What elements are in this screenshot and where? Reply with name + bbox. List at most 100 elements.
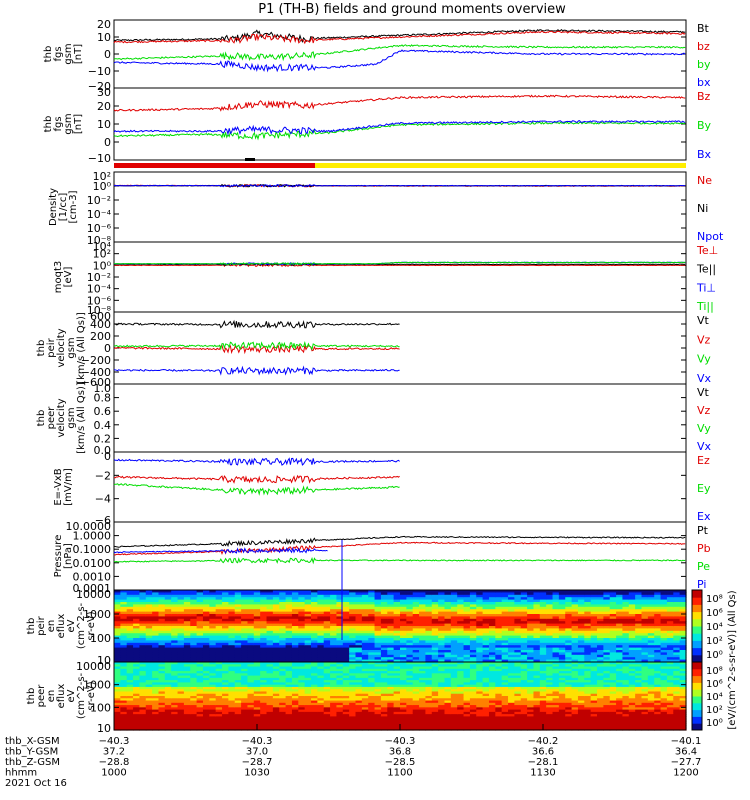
spectrogram-cell: [501, 606, 509, 610]
spectrogram-cell: [361, 630, 369, 634]
spectrogram-cell: [419, 638, 427, 641]
spectrogram-cell: [272, 614, 280, 617]
spectrogram-cell: [202, 682, 210, 686]
spectrogram-cell: [469, 638, 477, 641]
spectrogram-cell: [209, 594, 217, 598]
spectrogram-cell: [247, 725, 255, 729]
spectrogram-cell: [400, 657, 407, 661]
spectrogram-cell: [164, 652, 172, 656]
spectrogram-cell: [444, 618, 452, 622]
spectrogram-cell: [571, 650, 579, 653]
spectrogram-cell: [450, 666, 458, 670]
spectrogram-cell: [438, 723, 446, 727]
spectrogram-cell: [419, 642, 427, 646]
spectrogram-cell: [393, 626, 401, 629]
legend-entry: Vz: [697, 333, 711, 346]
spectrogram-cell: [222, 594, 229, 598]
spectrogram-cell: [527, 696, 535, 699]
spectrogram-cell: [463, 686, 471, 690]
spectrogram-cell: [457, 673, 465, 677]
spectrogram-cell: [368, 716, 376, 720]
spectrogram-cell: [374, 640, 382, 644]
spectrogram-cell: [368, 680, 376, 683]
spectrogram-cell: [457, 705, 465, 708]
spectrogram-cell: [565, 592, 573, 596]
spectrogram-cell: [336, 714, 344, 717]
spectrogram-cell: [272, 698, 280, 702]
spectrogram-cell: [355, 702, 363, 706]
spectrogram-cell: [463, 696, 471, 699]
spectrogram-cell: [317, 696, 325, 699]
spectrogram-cell: [368, 650, 376, 653]
spectrogram-cell: [349, 693, 357, 697]
spectrogram-cell: [355, 630, 363, 634]
spectrogram-cell: [603, 638, 611, 641]
spectrogram-cell: [679, 616, 687, 620]
spectrogram-cell: [616, 652, 624, 656]
spectrogram-cell: [374, 633, 382, 637]
spectrogram-cell: [380, 684, 388, 688]
spectrogram-cell: [641, 659, 649, 663]
spectrogram-cell: [450, 705, 458, 708]
spectrogram-cell: [635, 590, 643, 593]
spectrogram-cell: [527, 642, 535, 646]
spectrogram-cell: [387, 673, 395, 677]
spectrogram-cell: [482, 689, 490, 693]
spectrogram-cell: [514, 609, 522, 613]
spectrogram-cell: [482, 626, 490, 629]
spectrogram-cell: [584, 597, 592, 601]
spectrogram-cell: [272, 716, 280, 720]
spectrogram-cell: [183, 671, 191, 674]
spectrogram-cell: [488, 677, 496, 681]
spectrogram-cell: [450, 677, 458, 681]
spectrogram-cell: [495, 654, 503, 658]
spectrogram-cell: [183, 700, 191, 704]
spectrogram-cell: [247, 707, 255, 711]
spectrogram-cell: [520, 727, 528, 731]
spectrogram-cell: [323, 700, 331, 704]
spectrogram-cell: [126, 642, 134, 646]
spectrogram-cell: [304, 628, 312, 632]
y-tick-label: 0.8: [94, 392, 112, 405]
spectrogram-cell: [171, 707, 179, 711]
spectrogram-cell: [349, 638, 357, 641]
spectrogram-cell: [266, 671, 274, 674]
spectrogram-cell: [628, 650, 636, 653]
spectrogram-cell: [476, 677, 484, 681]
spectrogram-cell: [260, 671, 268, 674]
spectrogram-cell: [431, 666, 439, 670]
spectrogram-cell: [266, 592, 274, 596]
spectrogram-cell: [183, 664, 191, 668]
spectrogram-cell: [253, 623, 261, 627]
spectrogram-cell: [622, 592, 630, 596]
spectrogram-cell: [164, 673, 172, 677]
spectrogram-cell: [260, 682, 268, 686]
spectrogram-cell: [260, 657, 268, 661]
spectrogram-cell: [241, 666, 249, 670]
spectrogram-cell: [349, 673, 357, 677]
spectrogram-cell: [152, 611, 160, 615]
spectrogram-cell: [476, 716, 484, 720]
spectrogram-cell: [380, 628, 388, 632]
spectrogram-cell: [152, 626, 160, 629]
spectrogram-cell: [400, 666, 407, 670]
spectrogram-cell: [190, 633, 198, 637]
spectrogram-cell: [291, 711, 299, 715]
spectrogram-cell: [114, 657, 121, 661]
colorbar-tick: 10²: [706, 636, 723, 647]
spectrogram-cell: [374, 675, 382, 679]
spectrogram-cell: [241, 714, 249, 717]
spectrogram-cell: [527, 718, 535, 722]
spectrogram-cell: [139, 700, 147, 704]
y-label-line: peir: [36, 615, 47, 635]
spectrogram-cell: [406, 626, 414, 629]
spectrogram-cell: [222, 650, 229, 653]
spectrogram-cell: [298, 684, 306, 688]
spectrogram-cell: [469, 723, 477, 727]
spectrogram-cell: [380, 671, 388, 674]
spectrogram-cell: [463, 698, 471, 702]
spectrogram-cell: [590, 623, 598, 627]
spectrogram-cell: [247, 642, 255, 646]
spectrogram-cell: [190, 705, 198, 708]
